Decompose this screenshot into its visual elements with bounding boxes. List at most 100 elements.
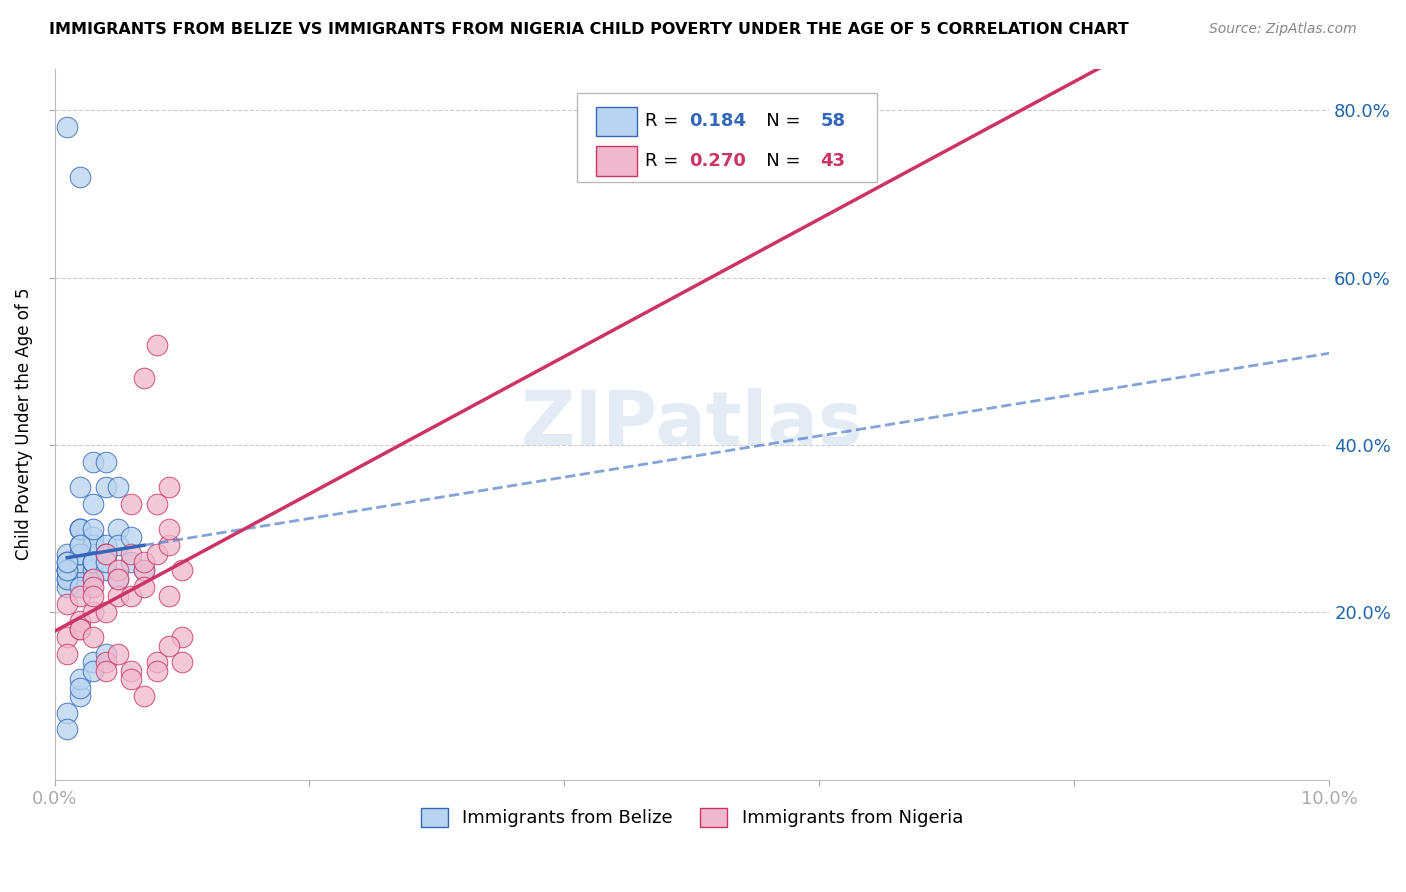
Point <box>82 497 104 511</box>
Point <box>170 656 193 670</box>
Point <box>69 538 91 552</box>
Point <box>56 564 79 578</box>
FancyBboxPatch shape <box>578 94 877 182</box>
Y-axis label: Child Poverty Under the Age of 5: Child Poverty Under the Age of 5 <box>15 288 32 560</box>
Point <box>94 547 117 561</box>
Point <box>94 605 117 619</box>
Point <box>69 614 91 628</box>
Point <box>56 597 79 611</box>
Legend: Immigrants from Belize, Immigrants from Nigeria: Immigrants from Belize, Immigrants from … <box>413 801 970 835</box>
Text: 0.270: 0.270 <box>689 152 747 169</box>
FancyBboxPatch shape <box>596 106 637 136</box>
Point <box>94 564 117 578</box>
Point <box>69 547 91 561</box>
Text: R =: R = <box>645 112 683 130</box>
Point <box>107 572 129 586</box>
Point <box>82 589 104 603</box>
Point <box>120 547 142 561</box>
Point <box>82 631 104 645</box>
Point <box>82 522 104 536</box>
Point <box>120 555 142 569</box>
Point <box>132 689 155 703</box>
Point <box>145 497 167 511</box>
Text: IMMIGRANTS FROM BELIZE VS IMMIGRANTS FROM NIGERIA CHILD POVERTY UNDER THE AGE OF: IMMIGRANTS FROM BELIZE VS IMMIGRANTS FRO… <box>49 22 1129 37</box>
Point <box>69 622 91 636</box>
Point <box>69 564 91 578</box>
Point <box>82 656 104 670</box>
Text: R =: R = <box>645 152 683 169</box>
Point <box>82 572 104 586</box>
Point <box>94 555 117 569</box>
Point <box>69 555 91 569</box>
Point <box>69 672 91 686</box>
Point <box>120 672 142 686</box>
Point <box>69 522 91 536</box>
Point <box>157 480 180 494</box>
Point <box>94 547 117 561</box>
Point <box>107 564 129 578</box>
Point <box>56 564 79 578</box>
Point <box>69 555 91 569</box>
Point <box>157 538 180 552</box>
Point <box>94 647 117 661</box>
Text: 43: 43 <box>821 152 845 169</box>
Point <box>94 547 117 561</box>
Point <box>107 538 129 552</box>
Text: 58: 58 <box>821 112 846 130</box>
Point <box>69 572 91 586</box>
Point <box>56 572 79 586</box>
Text: 0.184: 0.184 <box>689 112 747 130</box>
Point <box>132 580 155 594</box>
Point <box>94 538 117 552</box>
Point <box>82 555 104 569</box>
Text: ZIPatlas: ZIPatlas <box>520 387 863 460</box>
Point <box>56 572 79 586</box>
Point <box>69 589 91 603</box>
Point <box>56 723 79 737</box>
Point <box>120 497 142 511</box>
Point <box>56 564 79 578</box>
Point <box>157 639 180 653</box>
Point <box>82 455 104 469</box>
Point <box>145 664 167 678</box>
Point <box>132 564 155 578</box>
Point <box>94 656 117 670</box>
Point <box>82 572 104 586</box>
Point <box>82 664 104 678</box>
Point <box>82 605 104 619</box>
Point <box>94 455 117 469</box>
Point <box>69 170 91 185</box>
Point <box>82 538 104 552</box>
Point <box>107 647 129 661</box>
Point <box>56 547 79 561</box>
Point <box>56 706 79 720</box>
Text: Source: ZipAtlas.com: Source: ZipAtlas.com <box>1209 22 1357 37</box>
Point <box>157 522 180 536</box>
Text: N =: N = <box>749 152 807 169</box>
Point <box>56 580 79 594</box>
Point <box>170 631 193 645</box>
Point <box>120 589 142 603</box>
Point <box>82 555 104 569</box>
Point <box>132 564 155 578</box>
Point <box>170 564 193 578</box>
Point <box>132 555 155 569</box>
Point <box>69 480 91 494</box>
Point <box>56 120 79 134</box>
Point <box>82 564 104 578</box>
Point <box>69 681 91 695</box>
Point <box>82 555 104 569</box>
Point <box>94 664 117 678</box>
Point <box>69 622 91 636</box>
FancyBboxPatch shape <box>596 145 637 176</box>
Point <box>69 689 91 703</box>
Point <box>82 580 104 594</box>
Point <box>107 572 129 586</box>
Point <box>69 538 91 552</box>
Point <box>107 480 129 494</box>
Point <box>69 547 91 561</box>
Point <box>94 480 117 494</box>
Point <box>145 547 167 561</box>
Point <box>82 530 104 544</box>
Point <box>157 589 180 603</box>
